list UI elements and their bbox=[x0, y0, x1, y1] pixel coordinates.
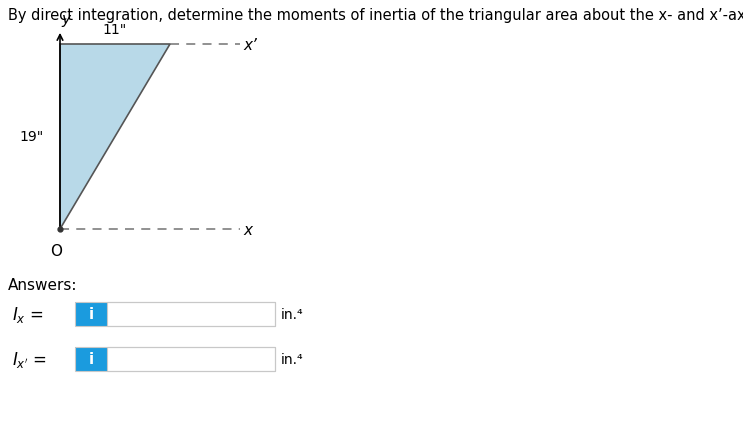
Polygon shape bbox=[60, 45, 170, 230]
Text: 11": 11" bbox=[103, 23, 127, 37]
Text: in.⁴: in.⁴ bbox=[281, 352, 304, 366]
Text: x: x bbox=[243, 223, 252, 238]
Text: 19": 19" bbox=[20, 130, 44, 144]
Text: i: i bbox=[88, 307, 94, 322]
FancyBboxPatch shape bbox=[107, 347, 275, 371]
FancyBboxPatch shape bbox=[107, 302, 275, 326]
FancyBboxPatch shape bbox=[75, 347, 107, 371]
Text: in.⁴: in.⁴ bbox=[281, 307, 304, 321]
Text: By direct integration, determine the moments of inertia of the triangular area a: By direct integration, determine the mom… bbox=[8, 8, 743, 23]
Text: O: O bbox=[50, 243, 62, 259]
Text: y: y bbox=[61, 12, 70, 27]
Text: i: i bbox=[88, 352, 94, 367]
Text: $I_x$ =: $I_x$ = bbox=[12, 304, 44, 324]
Text: Answers:: Answers: bbox=[8, 277, 77, 292]
Text: x’: x’ bbox=[243, 38, 257, 53]
Text: $I_{x'}$ =: $I_{x'}$ = bbox=[12, 349, 47, 369]
FancyBboxPatch shape bbox=[75, 302, 107, 326]
